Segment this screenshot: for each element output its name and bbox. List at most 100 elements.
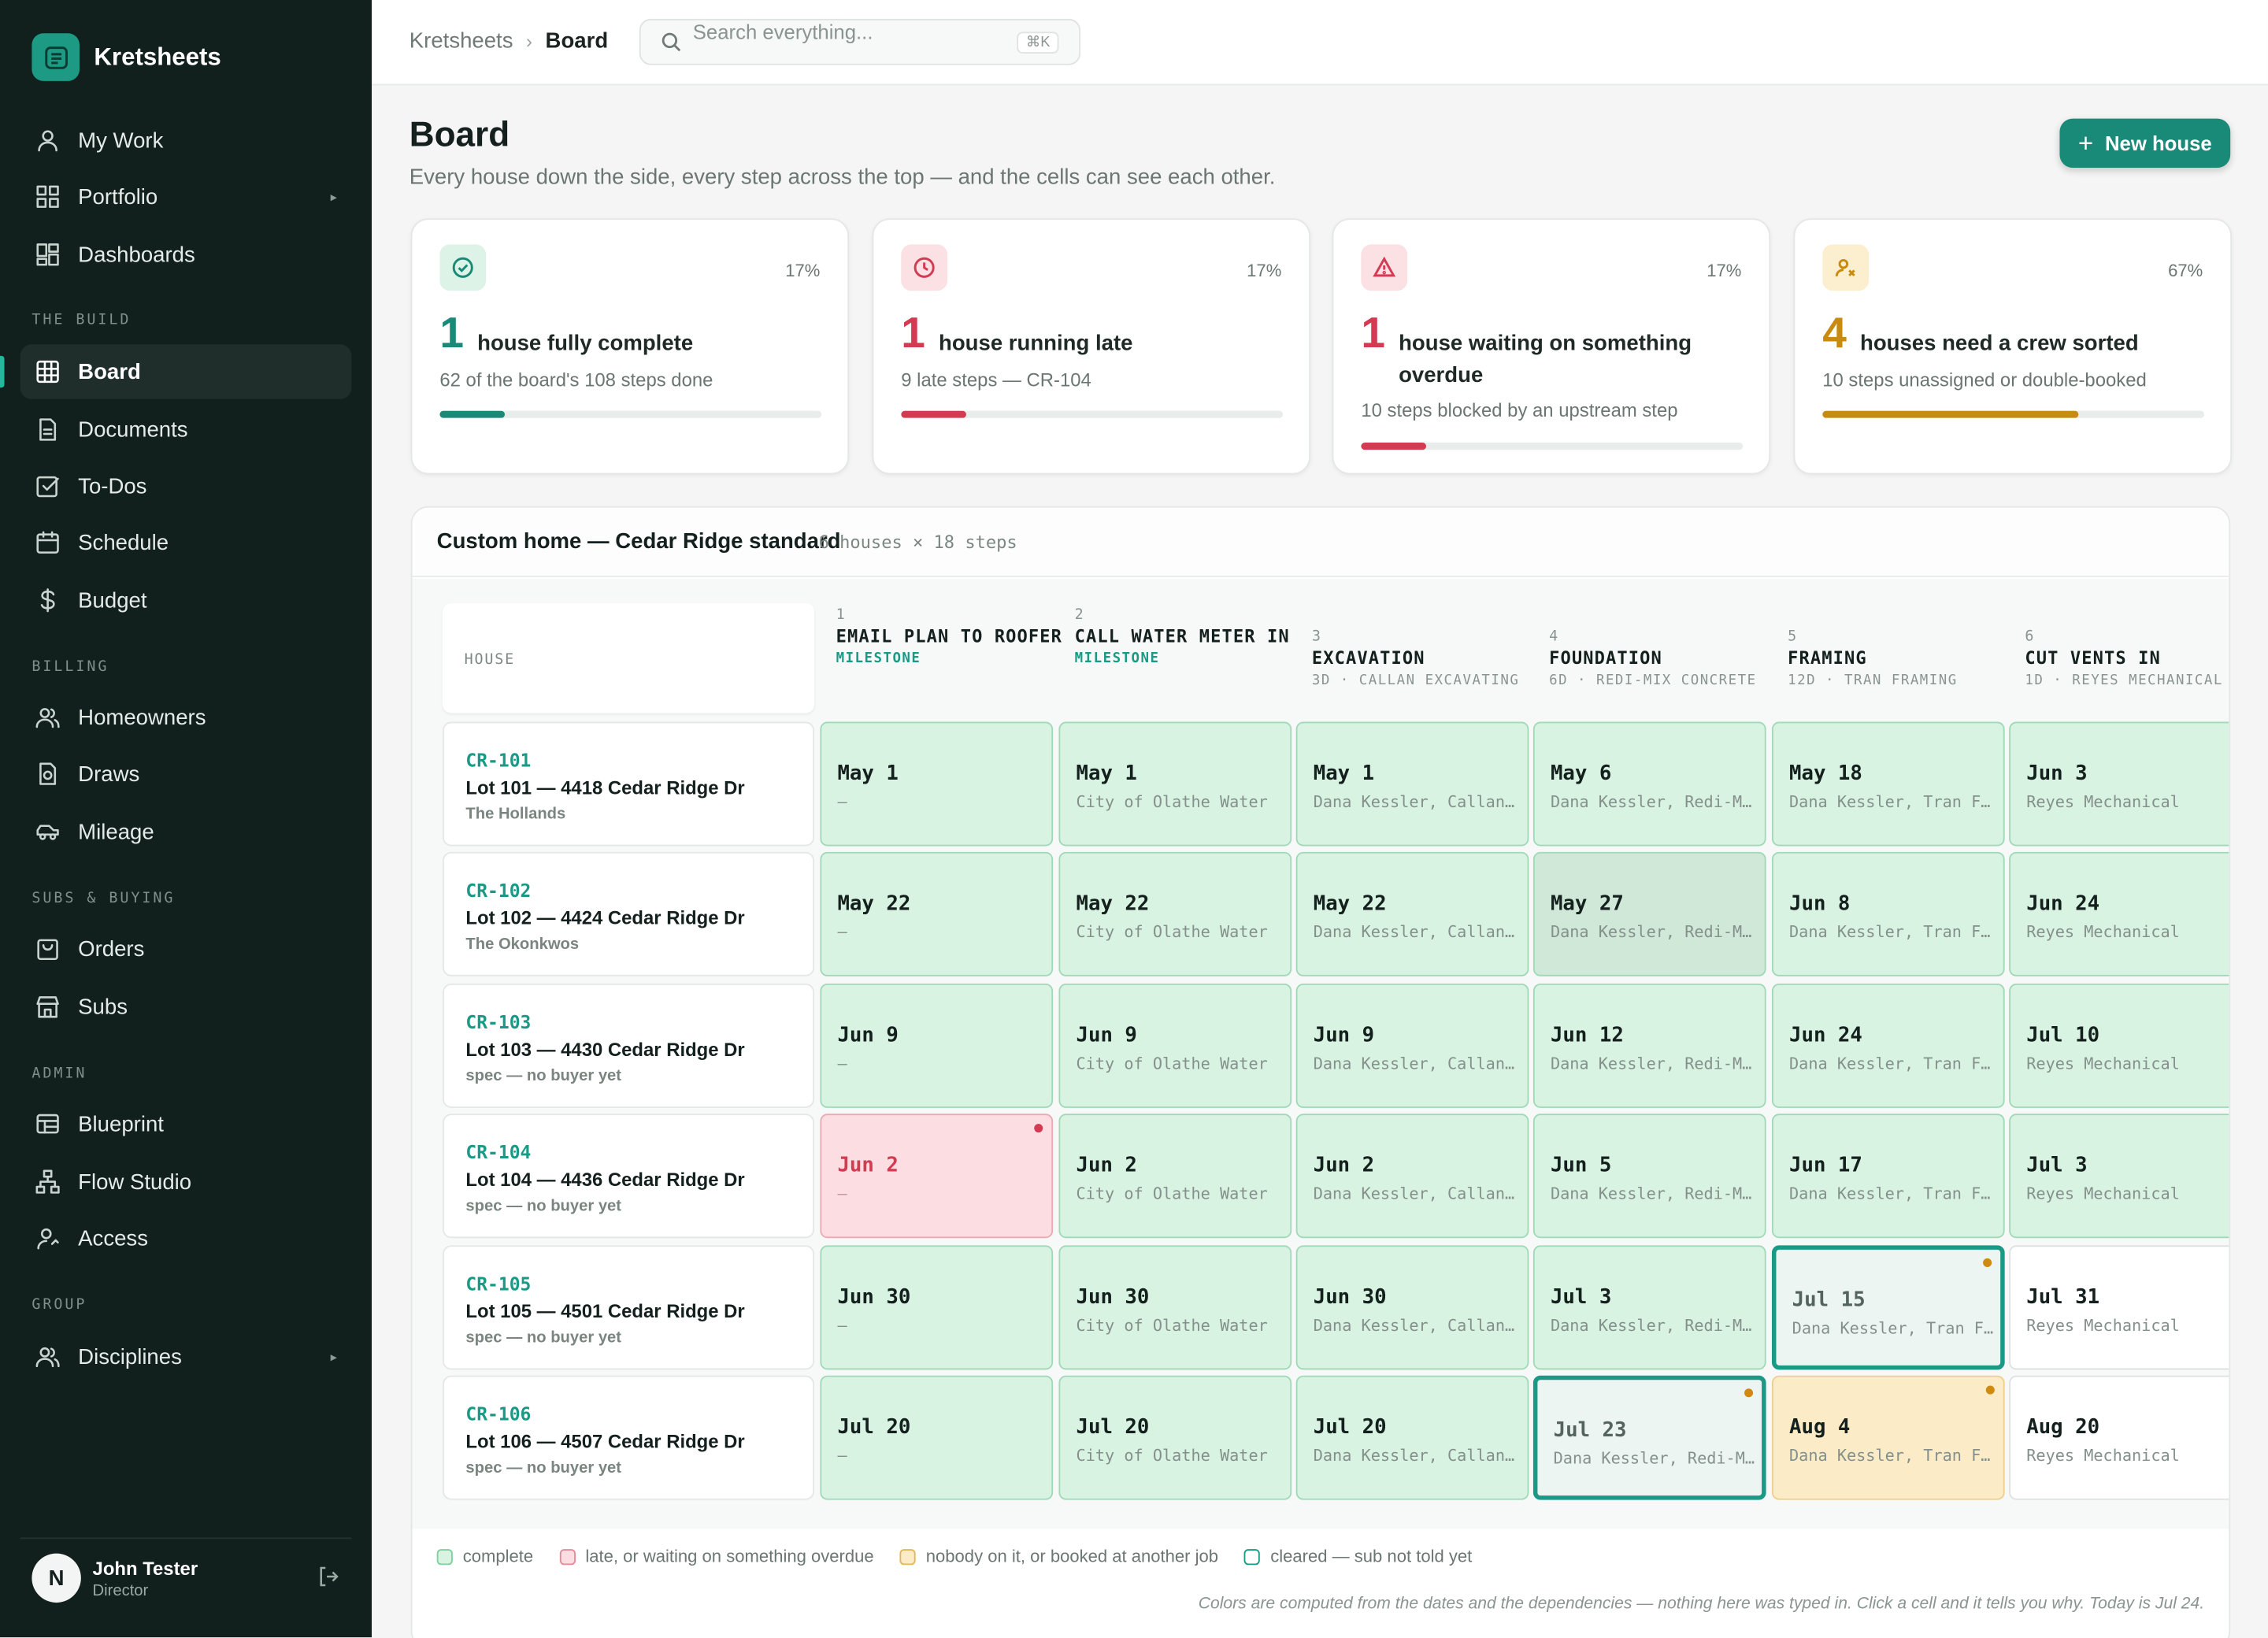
sidebar-item-access[interactable]: Access: [20, 1210, 352, 1266]
house-id[interactable]: CR-103: [465, 1010, 532, 1033]
board-cell[interactable]: May 27 Dana Kessler, Redi-Mix Concrete: [1532, 851, 1766, 976]
cell-assignee: Reyes Mechanical: [2026, 792, 2180, 812]
sidebar-item-flow-studio[interactable]: Flow Studio: [20, 1154, 352, 1210]
board-cell[interactable]: Jun 24 Reyes Mechanical: [2009, 851, 2229, 976]
board-cell[interactable]: Jul 3 Reyes Mechanical: [2009, 1114, 2229, 1239]
house-id[interactable]: CR-102: [465, 879, 532, 902]
legend-swatch-icon: [436, 1548, 453, 1565]
sidebar-item-schedule[interactable]: Schedule: [20, 515, 352, 570]
stat-card[interactable]: 17% 1 house running late 9 late steps — …: [872, 218, 1311, 475]
sidebar-item-portfolio[interactable]: Portfolio ▸: [20, 169, 352, 224]
board-cell[interactable]: May 22 —: [820, 851, 1054, 976]
board-cell[interactable]: May 1 —: [820, 721, 1054, 847]
cell-date: Jun 5: [1550, 1154, 1612, 1178]
board-cell[interactable]: May 1 City of Olathe Water: [1058, 721, 1292, 847]
chevron-right-icon[interactable]: ▸: [330, 1348, 337, 1364]
sidebar-item-orders[interactable]: Orders: [20, 921, 352, 976]
board-cell[interactable]: Jul 3 Dana Kessler, Redi-Mix Concrete: [1532, 1245, 1766, 1370]
sidebar-item-subs[interactable]: Subs: [20, 979, 352, 1034]
house-row-header[interactable]: CR-104 Lot 104 — 4436 Cedar Ridge Dr spe…: [443, 1114, 815, 1239]
board-cell[interactable]: Jun 24 Dana Kessler, Tran Framing: [1771, 983, 2005, 1108]
stat-percent: 17%: [1707, 260, 1742, 281]
board-cell[interactable]: Jun 12 Dana Kessler, Redi-Mix Concrete: [1532, 983, 1766, 1108]
sidebar-item-label: Board: [78, 359, 141, 384]
house-row-header[interactable]: CR-106 Lot 106 — 4507 Cedar Ridge Dr spe…: [443, 1375, 815, 1500]
house-id[interactable]: CR-105: [465, 1273, 532, 1295]
search-icon: [661, 32, 681, 52]
sidebar-item-my-work[interactable]: My Work: [20, 113, 352, 168]
step-header[interactable]: 5 Framing 12D · TRAN FRAMING: [1788, 629, 2019, 688]
house-id[interactable]: CR-106: [465, 1403, 532, 1425]
board-title: Custom home — Cedar Ridge standard: [436, 529, 841, 554]
user-profile[interactable]: N John Tester Director: [20, 1537, 352, 1603]
board-cell[interactable]: Jul 20 Dana Kessler, Callan Excavating: [1295, 1375, 1529, 1500]
sidebar-item-draws[interactable]: Draws: [20, 747, 352, 802]
step-header[interactable]: 2 Call water meter in MILESTONE: [1075, 607, 1306, 666]
step-header[interactable]: 1 Email plan to roofer MILESTONE: [836, 607, 1068, 666]
board-cell[interactable]: May 1 Dana Kessler, Callan Excavating: [1295, 721, 1529, 847]
bag-icon: [35, 936, 61, 962]
board-cell[interactable]: Aug 4 Dana Kessler, Tran Framing: [1771, 1375, 2005, 1500]
sidebar-item-homeowners[interactable]: Homeowners: [20, 690, 352, 745]
stat-card[interactable]: 67% 4 houses need a crew sorted 10 steps…: [1793, 218, 2233, 475]
board-cell[interactable]: Jun 2 City of Olathe Water: [1058, 1114, 1292, 1239]
stat-card[interactable]: 17% 1 house fully complete 62 of the boa…: [410, 218, 850, 475]
step-name: Excavation: [1311, 647, 1425, 669]
cell-assignee: Reyes Mechanical: [2026, 1184, 2180, 1204]
board-cell[interactable]: Jun 2 —: [820, 1114, 1054, 1239]
board-cell[interactable]: Jul 23 Dana Kessler, Redi-Mix Concrete: [1532, 1375, 1766, 1500]
sidebar-item-disciplines[interactable]: Disciplines ▸: [20, 1329, 352, 1384]
check-circle-icon: [439, 244, 487, 291]
board-cell[interactable]: May 22 Dana Kessler, Callan Excavating: [1295, 851, 1529, 976]
house-row-header[interactable]: CR-101 Lot 101 — 4418 Cedar Ridge Dr The…: [443, 721, 815, 847]
board-cell[interactable]: Jun 9 City of Olathe Water: [1058, 983, 1292, 1108]
sidebar-item-documents[interactable]: Documents: [20, 402, 352, 458]
board-cell[interactable]: Jun 3 Reyes Mechanical: [2009, 721, 2229, 847]
search-box[interactable]: ⌘K: [639, 18, 1081, 65]
legend-swatch-icon: [559, 1548, 576, 1565]
sidebar-item-board[interactable]: Board: [20, 344, 352, 399]
cell-date: Jun 2: [837, 1154, 899, 1178]
status-dot-icon: [1985, 1385, 1995, 1395]
breadcrumb-root[interactable]: Kretsheets: [409, 28, 513, 54]
house-row-header[interactable]: CR-103 Lot 103 — 4430 Cedar Ridge Dr spe…: [443, 983, 815, 1108]
logout-icon[interactable]: [317, 1565, 339, 1595]
board-cell[interactable]: Jul 10 Reyes Mechanical: [2009, 983, 2229, 1108]
board-cell[interactable]: May 6 Dana Kessler, Redi-Mix Concrete: [1532, 721, 1766, 847]
board-cell[interactable]: Jul 20 City of Olathe Water: [1058, 1375, 1292, 1500]
board-cell[interactable]: Jun 2 Dana Kessler, Callan Excavating: [1295, 1114, 1529, 1239]
board-cell[interactable]: Jun 30 Dana Kessler, Callan Excavating: [1295, 1245, 1529, 1370]
board-cell[interactable]: Jun 9 —: [820, 983, 1054, 1108]
board-cell[interactable]: Jul 15 Dana Kessler, Tran Framing: [1771, 1245, 2005, 1370]
board-cell[interactable]: May 22 City of Olathe Water: [1058, 851, 1292, 976]
board-cell[interactable]: Jun 5 Dana Kessler, Redi-Mix Concrete: [1532, 1114, 1766, 1239]
board-cell[interactable]: Aug 20 Reyes Mechanical: [2009, 1375, 2229, 1500]
sidebar-item-budget[interactable]: Budget: [20, 573, 352, 628]
step-header[interactable]: 3 Excavation 3D · CALLAN EXCAVATING: [1312, 629, 1544, 688]
board-cell[interactable]: Jul 31 Reyes Mechanical: [2009, 1245, 2229, 1370]
sidebar-item-dashboards[interactable]: Dashboards: [20, 227, 352, 282]
sidebar-item-blueprint[interactable]: Blueprint: [20, 1096, 352, 1151]
sidebar-item-to-dos[interactable]: To-Dos: [20, 458, 352, 513]
brand[interactable]: Kretsheets: [32, 33, 221, 81]
board-cell[interactable]: May 18 Dana Kessler, Tran Framing: [1771, 721, 2005, 847]
cell-assignee: City of Olathe Water: [1076, 1316, 1268, 1336]
step-header[interactable]: 4 Foundation 6D · REDI-MIX CONCRETE: [1549, 629, 1781, 688]
new-house-button[interactable]: + New house: [2059, 118, 2231, 169]
house-id[interactable]: CR-101: [465, 749, 532, 771]
board-cell[interactable]: Jun 8 Dana Kessler, Tran Framing: [1771, 851, 2005, 976]
chevron-right-icon[interactable]: ▸: [330, 188, 337, 204]
board-cell[interactable]: Jul 20 —: [820, 1375, 1054, 1500]
house-id[interactable]: CR-104: [465, 1141, 532, 1163]
search-input[interactable]: [692, 20, 1011, 44]
house-row-header[interactable]: CR-102 Lot 102 — 4424 Cedar Ridge Dr The…: [443, 851, 815, 976]
house-row-header[interactable]: CR-105 Lot 105 — 4501 Cedar Ridge Dr spe…: [443, 1245, 815, 1370]
cell-date: Jul 23: [1553, 1418, 1627, 1443]
board-cell[interactable]: Jun 30 —: [820, 1245, 1054, 1370]
sidebar-item-mileage[interactable]: Mileage: [20, 804, 352, 859]
board-cell[interactable]: Jun 17 Dana Kessler, Tran Framing: [1771, 1114, 2005, 1239]
board-cell[interactable]: Jun 9 Dana Kessler, Callan Excavating: [1295, 983, 1529, 1108]
stat-card[interactable]: 17% 1 house waiting on something overdue…: [1332, 218, 1771, 475]
step-header[interactable]: 6 Cut vents in 1D · REYES MECHANICAL: [2025, 629, 2229, 688]
board-cell[interactable]: Jun 30 City of Olathe Water: [1058, 1245, 1292, 1370]
